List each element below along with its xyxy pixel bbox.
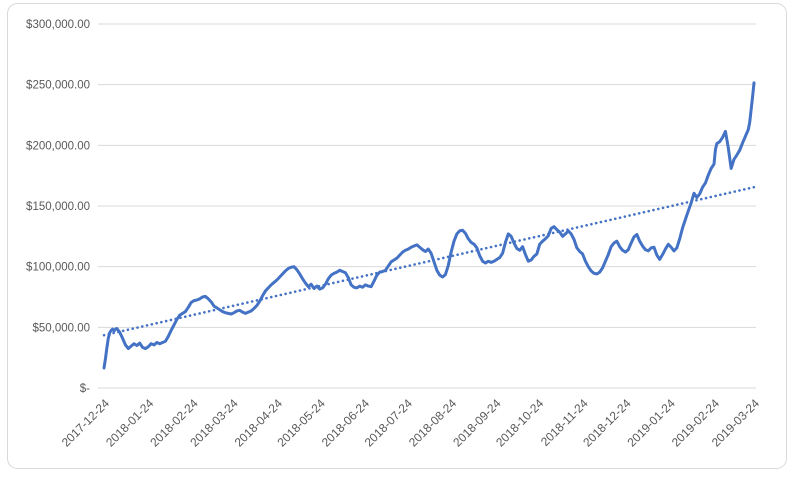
y-axis-tick-label: $- [80, 383, 90, 395]
y-axis-tick-label: $300,000.00 [26, 19, 90, 31]
trendline-dotted [102, 185, 756, 337]
y-axis-tick-label: $250,000.00 [26, 80, 90, 92]
chart-area-border [7, 3, 787, 469]
series-line-value [102, 81, 756, 370]
y-axis-tick-label: $200,000.00 [26, 140, 90, 152]
y-axis-tick-label: $150,000.00 [26, 201, 90, 213]
y-axis-tick-label: $50,000.00 [32, 322, 90, 334]
y-axis-tick-label: $100,000.00 [26, 262, 90, 274]
